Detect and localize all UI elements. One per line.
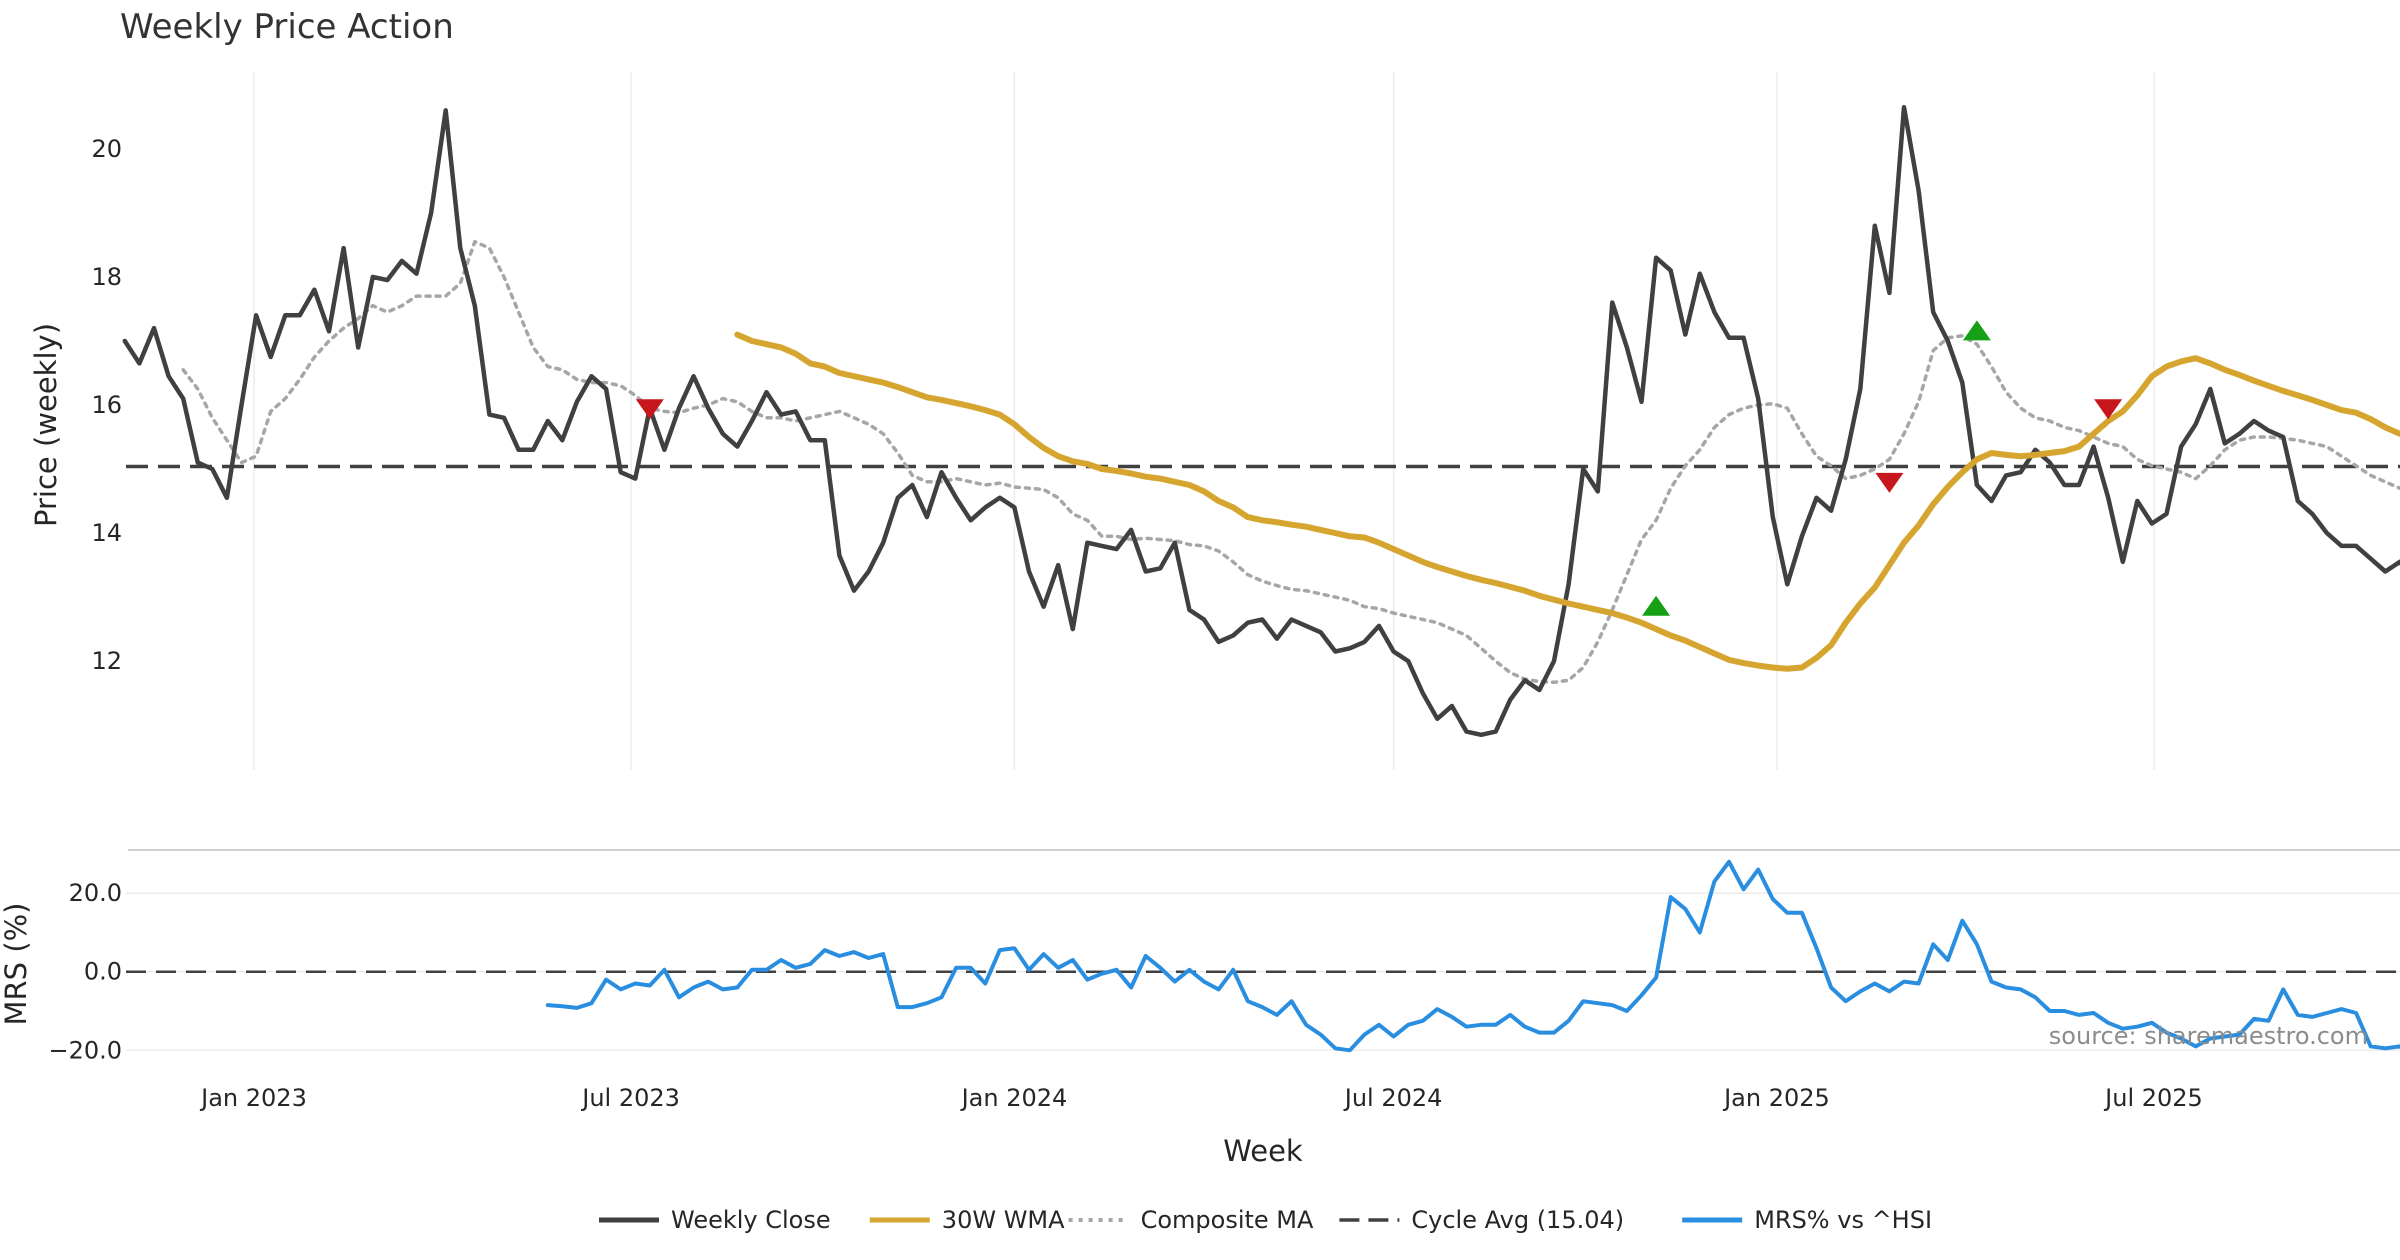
x-tick-4: Jan 2025	[1722, 1084, 1830, 1112]
price-series	[122, 104, 2400, 738]
legend-label-2: Composite MA	[1141, 1206, 1314, 1234]
x-tick-0: Jan 2023	[199, 1084, 307, 1112]
sell-signal-marker-4	[2094, 399, 2123, 420]
chart-title: Weekly Price Action	[120, 7, 454, 47]
signal-markers	[635, 320, 2123, 616]
price-y-tick-20: 20	[91, 135, 122, 163]
wma-30w-line	[734, 331, 2400, 672]
price-y-tick-12: 12	[91, 647, 122, 675]
mrs-y-tick-1: 0.0	[84, 958, 122, 986]
legend-label-3: Cycle Avg (15.04)	[1411, 1206, 1624, 1234]
mrs-y-axis-label: MRS (%)	[0, 903, 33, 1026]
legend-item-3: Cycle Avg (15.04)	[1339, 1206, 1624, 1234]
sell-signal-marker-2	[1875, 472, 1904, 493]
mrs-y-ticks: 20.0 0.0 −20.0	[48, 879, 122, 1064]
legend-label-4: MRS% vs ^HSI	[1754, 1206, 1932, 1234]
price-y-tick-16: 16	[91, 391, 122, 419]
weekly-close-line	[122, 104, 2400, 738]
x-tick-2: Jan 2024	[960, 1084, 1068, 1112]
buy-signal-marker-3	[1962, 320, 1991, 341]
composite-ma-line	[181, 239, 2400, 685]
x-axis-label: Week	[1223, 1134, 1303, 1168]
price-y-tick-18: 18	[91, 263, 122, 291]
mrs-y-tick-2: −20.0	[48, 1036, 122, 1064]
source-watermark: source: sharemaestro.com	[2049, 1022, 2368, 1050]
legend-label-1: 30W WMA	[942, 1206, 1065, 1234]
mrs-hsi-line	[545, 859, 2400, 1053]
x-tick-3: Jul 2024	[1343, 1084, 1443, 1112]
legend-item-1: 30W WMA	[869, 1206, 1065, 1234]
sell-signal-marker-0	[635, 399, 664, 420]
legend-item-2: Composite MA	[1068, 1206, 1314, 1234]
price-panel-grid	[253, 72, 2155, 770]
legend: Weekly Close 30W WMA Composite MA Cycle Avg…	[599, 1206, 1932, 1234]
mrs-y-tick-0: 20.0	[69, 879, 122, 907]
legend-item-4: MRS% vs ^HSI	[1682, 1206, 1932, 1234]
legend-label-0: Weekly Close	[671, 1206, 831, 1234]
mrs-series	[545, 859, 2400, 1053]
price-y-axis-label: Price (weekly)	[29, 323, 63, 527]
legend-item-0: Weekly Close	[599, 1206, 831, 1234]
price-y-tick-14: 14	[91, 519, 122, 547]
price-y-ticks: 12 14 16 18 20	[91, 135, 122, 675]
x-tick-5: Jul 2025	[2103, 1084, 2203, 1112]
x-axis-ticks: Jan 2023 Jul 2023 Jan 2024 Jul 2024 Jan 2025…	[199, 1084, 2203, 1112]
x-tick-1: Jul 2023	[580, 1084, 680, 1112]
buy-signal-marker-1	[1642, 595, 1671, 616]
